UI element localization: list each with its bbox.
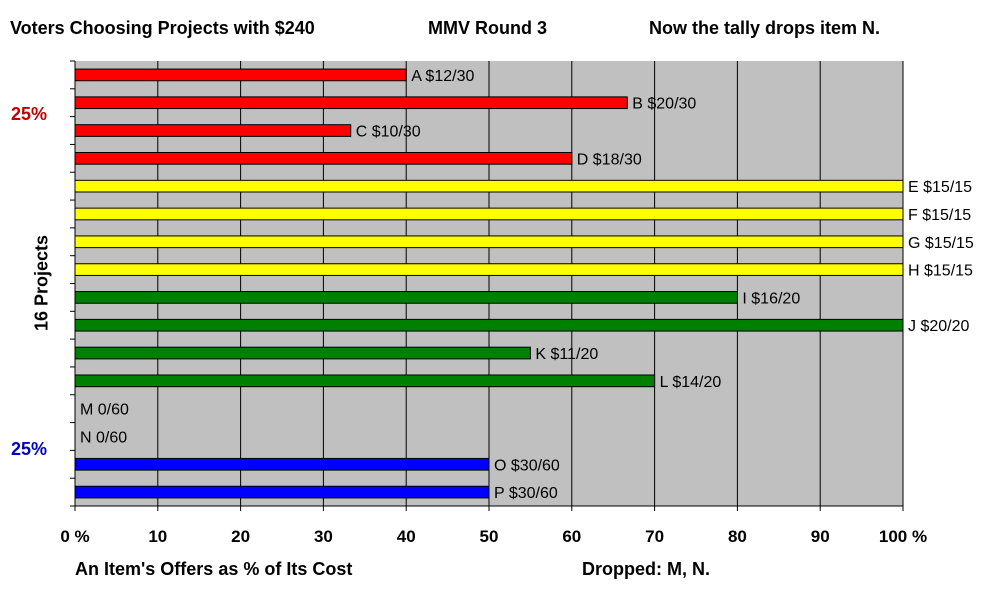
x-tick-label: 50 [480,527,499,546]
x-tick-label: 60 [562,527,581,546]
bar-data-label: I $16/20 [742,290,800,307]
bar-data-label: M 0/60 [80,402,129,419]
y-axis-label: 16 Projects [31,234,52,332]
x-tick-label: 30 [314,527,333,546]
bar [74,96,628,110]
round-label: MMV Round 3 [428,18,547,38]
bottom-share-label: 25% [11,439,48,459]
bar [74,291,738,304]
dropped-note: Dropped: M, N. [582,559,710,579]
chart-title: Voters Choosing Projects with $240 [10,18,315,38]
x-axis-label: An Item's Offers as % of Its Cost [75,559,353,579]
bar-data-label: E $15/15 [908,179,972,196]
bar [74,485,490,499]
bar [74,263,904,276]
bar [74,179,904,193]
bar [74,124,352,137]
x-tick-label: 80 [728,527,747,546]
bar-data-label: D $18/30 [577,151,642,168]
bar-data-label: G $15/15 [908,235,974,252]
bar [74,457,490,471]
x-tick-label: 70 [645,527,664,546]
x-tick-label: 40 [397,527,416,546]
bar-data-label: H $15/15 [908,263,973,280]
bar-data-label: O $30/60 [494,457,560,474]
bar-data-label: B $20/30 [632,96,696,113]
bar [74,152,573,165]
bar-data-label: A $12/30 [411,68,474,85]
x-tick-label: 20 [231,527,250,546]
bar-data-label: F $15/15 [908,207,971,224]
bar-data-label: K $11/20 [535,346,598,363]
bar [74,346,531,360]
x-tick-label: 100 % [879,527,927,546]
x-tick-label: 90 [811,527,830,546]
bar [74,374,656,388]
x-tick-label: 0 % [60,527,89,546]
bar [74,68,407,82]
bar-data-label: N 0/60 [80,429,127,446]
tally-note: Now the tally drops item N. [649,18,881,38]
bar-data-label: J $20/20 [908,318,969,335]
bar-data-label: P $30/60 [494,485,558,502]
bar-data-label: C $10/30 [356,124,421,141]
x-tick-label: 10 [148,527,167,546]
top-share-label: 25% [11,104,48,124]
bar-data-label: L $14/20 [660,374,722,391]
bar [74,318,904,332]
bar [74,207,904,221]
bar [74,235,904,249]
